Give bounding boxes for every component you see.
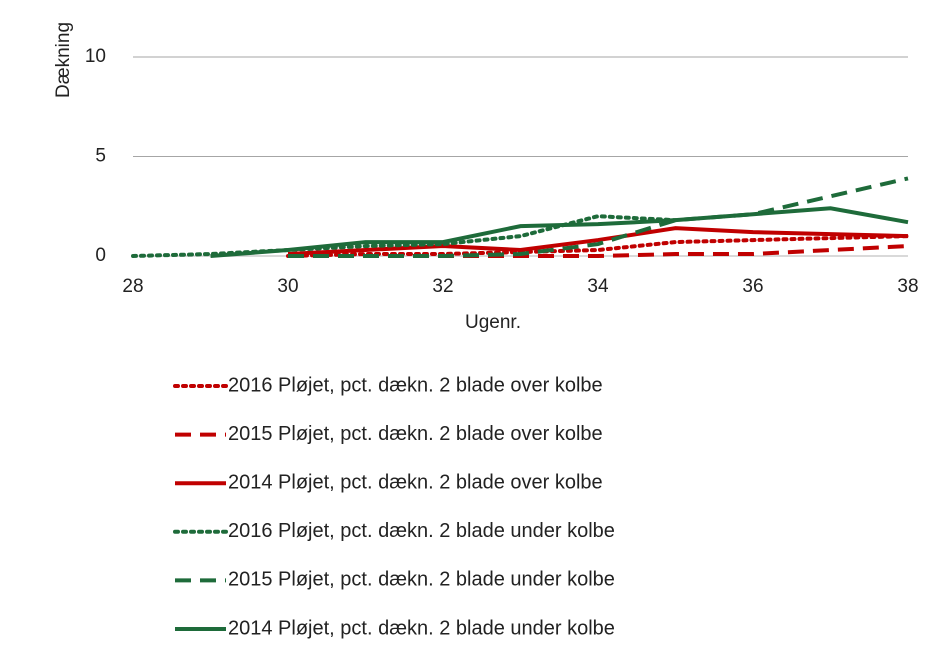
series-line [287, 226, 909, 257]
x-tick-label: 28 [122, 276, 143, 297]
x-tick-label: 36 [742, 276, 763, 297]
legend-label: 2014 Pløjet, pct. dækn. 2 blade over kol… [228, 471, 603, 493]
y-tick-label: 5 [95, 146, 106, 167]
x-axis-label: Ugenr. [465, 312, 521, 333]
series-line [210, 206, 909, 258]
y-tick-label: 0 [95, 245, 106, 266]
legend-label: 2016 Pløjet, pct. dækn. 2 blade under ko… [228, 520, 615, 542]
y-axis-label: Dækning [53, 22, 74, 98]
x-tick-label: 32 [432, 276, 453, 297]
y-tick-label: 10 [85, 46, 106, 67]
legend-label: 2015 Pløjet, pct. dækn. 2 blade under ko… [228, 569, 615, 591]
series-line [288, 176, 909, 258]
legend-label: 2014 Pløjet, pct. dækn. 2 blade under ko… [228, 617, 615, 639]
legend-label: 2016 Pløjet, pct. dækn. 2 blade over kol… [228, 374, 603, 396]
x-tick-label: 38 [897, 276, 918, 297]
x-tick-label: 34 [587, 276, 609, 297]
x-tick-label: 30 [277, 276, 298, 297]
legend-label: 2015 Pløjet, pct. dækn. 2 blade over kol… [228, 423, 603, 445]
